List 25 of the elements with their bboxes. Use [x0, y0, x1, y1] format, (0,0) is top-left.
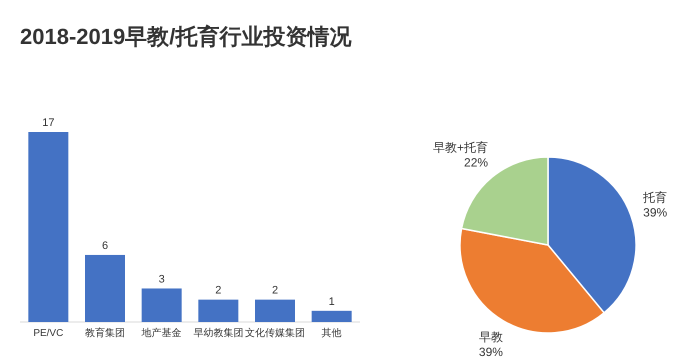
x-tick-label: 其他 [322, 327, 342, 339]
bar [255, 300, 295, 322]
data-label: 3 [158, 273, 165, 286]
bar [198, 300, 238, 322]
slice-label: 早教+托育 [433, 140, 488, 155]
data-label: 6 [102, 240, 108, 252]
bar [312, 310, 352, 322]
x-tick-label: 文化传媒集团 [245, 327, 305, 339]
slice-label: 早教 [478, 330, 503, 344]
chart-title: 2018-2019早教/托育行业投资情况 [20, 24, 352, 49]
data-label: 2 [272, 284, 278, 297]
x-tick-label: 早幼教集团 [193, 327, 244, 339]
bar [28, 132, 68, 322]
data-label: 39% [478, 344, 504, 359]
x-tick-label: 教育集团 [85, 327, 125, 339]
data-label: 22% [464, 156, 488, 170]
bar [85, 254, 125, 322]
data-label: 2 [215, 284, 222, 297]
data-label: 1 [328, 296, 335, 308]
data-label: 39% [643, 206, 668, 220]
x-tick-label: PE/VC [33, 328, 64, 339]
slice-label: 托育 [642, 190, 668, 205]
bar [142, 288, 182, 322]
data-label: 17 [42, 117, 54, 129]
x-tick-label: 地产基金 [140, 327, 182, 339]
